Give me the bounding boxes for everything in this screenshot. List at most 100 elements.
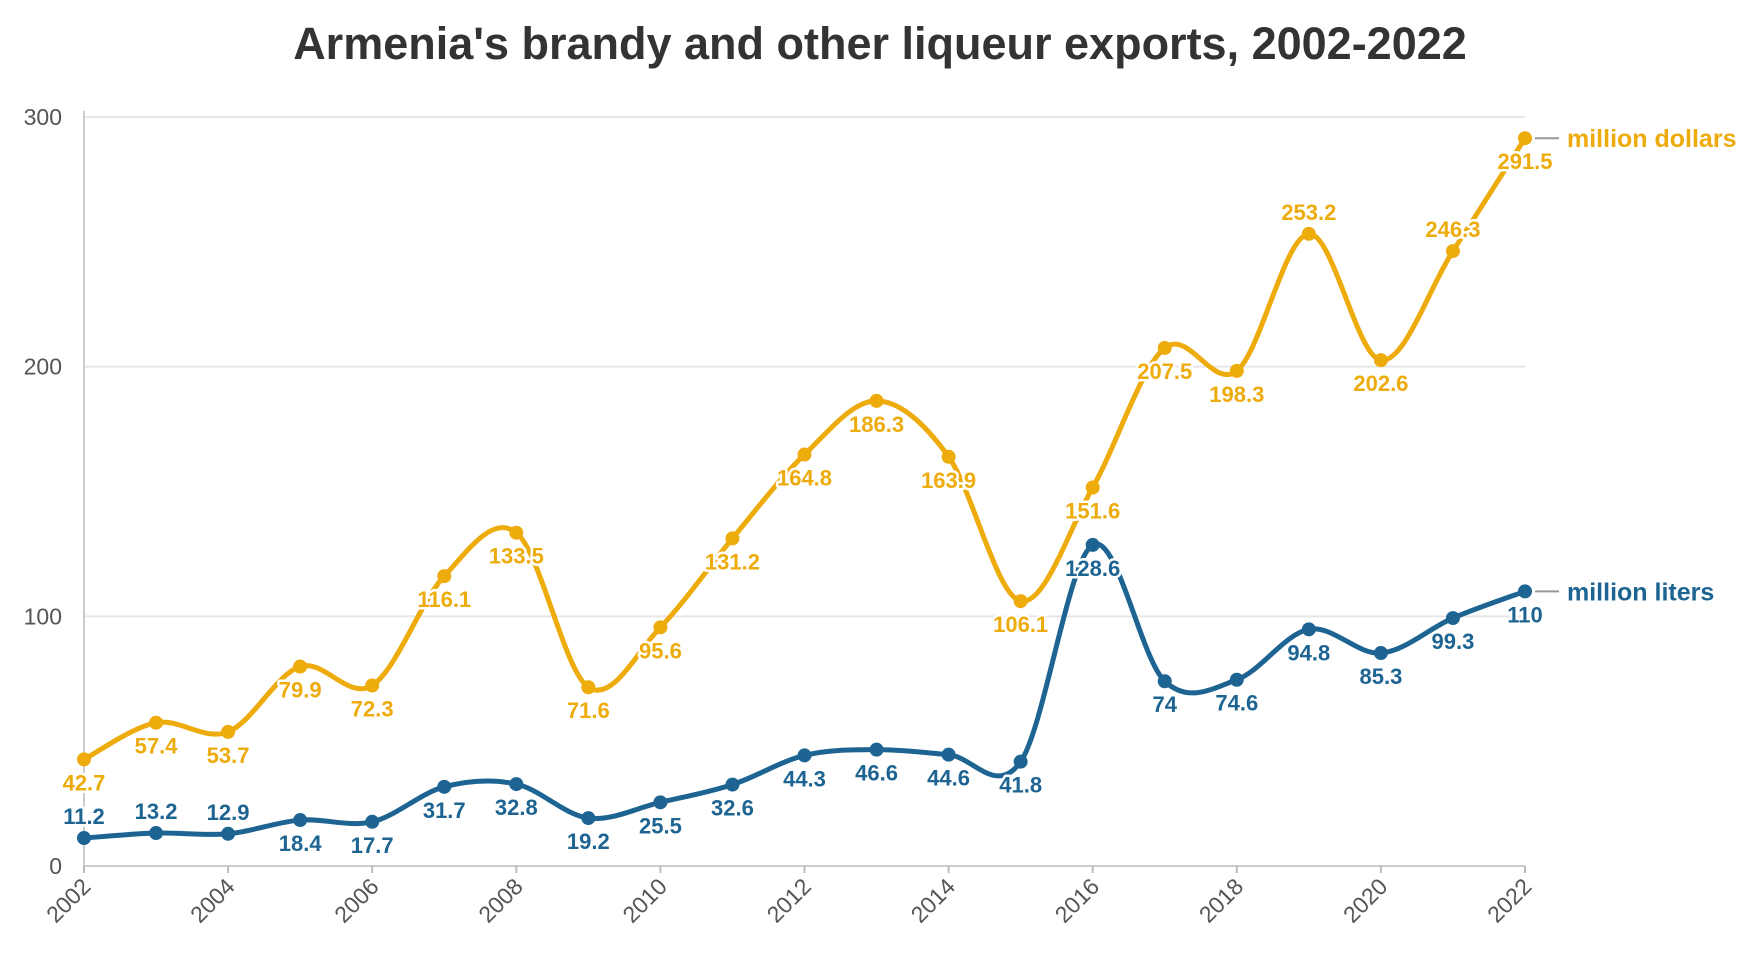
chart-title: Armenia's brandy and other liqueur expor…	[293, 18, 1467, 69]
data-label: 25.5	[639, 813, 682, 838]
data-label: 31.7	[423, 798, 466, 823]
data-point	[1229, 672, 1244, 687]
data-label: 71.6	[567, 698, 610, 723]
data-label-halo: 19.2	[567, 829, 610, 854]
data-labels: 42.742.757.457.4 53.753.779.979.972.372.3…	[60, 125, 1736, 860]
data-label-halo: 133.5	[489, 544, 544, 569]
data-label-halo: 32.6	[711, 796, 754, 821]
data-label-halo: 99.3	[1432, 629, 1475, 654]
data-point	[77, 752, 91, 767]
data-label-halo: 164.8	[777, 466, 832, 491]
y-tick-label: 200	[24, 354, 62, 380]
data-label: 13.2	[135, 799, 178, 824]
data-point	[1157, 674, 1172, 689]
data-label: 94.8	[1287, 640, 1330, 665]
data-point	[1085, 480, 1100, 495]
x-tick-label: 2004	[185, 873, 240, 928]
data-label-halo: 57.4	[135, 734, 179, 759]
data-point	[1445, 611, 1460, 626]
data-point	[149, 826, 164, 841]
data-label: 246.3	[1425, 217, 1480, 242]
x-tick-label: 2014	[906, 873, 961, 928]
data-label: 19.2	[567, 829, 610, 854]
data-point	[509, 777, 524, 792]
data-label-halo: 17.7	[351, 833, 394, 858]
data-label: 202.6	[1353, 371, 1408, 396]
data-point	[1518, 584, 1532, 599]
data-label-halo: 131.2	[705, 549, 760, 574]
data-label-halo: 41.8	[999, 773, 1042, 798]
data-label-halo: 44.6	[927, 766, 970, 791]
data-label-halo: 95.6	[639, 638, 682, 663]
series-label: million liters	[1567, 578, 1714, 606]
data-label-halo: 198.3	[1209, 382, 1264, 407]
x-tick-label: 2002	[41, 873, 96, 928]
data-label: 131.2	[705, 549, 760, 574]
data-point	[581, 680, 596, 695]
data-point	[1445, 244, 1460, 259]
data-label-halo: 110	[1507, 602, 1543, 627]
series-label: million dollars	[1567, 125, 1736, 153]
data-point	[509, 525, 524, 540]
data-point	[869, 393, 884, 408]
data-label-halo: 42.7	[63, 770, 106, 795]
data-label-halo: 85.3	[1359, 664, 1402, 689]
x-tick-label: 2006	[329, 873, 384, 928]
data-label-halo: 116.1	[417, 587, 471, 612]
series-lines	[77, 131, 1532, 846]
data-point	[77, 831, 91, 846]
data-label-halo: 202.6	[1353, 371, 1408, 396]
data-point	[869, 742, 884, 757]
data-point	[365, 814, 380, 829]
data-label: 99.3	[1432, 629, 1475, 654]
data-label-halo: 74.6	[1215, 691, 1258, 716]
data-label-halo: 18.4	[279, 831, 323, 856]
data-point	[1085, 537, 1100, 552]
data-label: 41.8	[999, 773, 1042, 798]
data-point	[1301, 622, 1316, 637]
data-point	[221, 826, 236, 841]
data-label-halo: 31.7	[423, 798, 466, 823]
data-point	[1013, 594, 1028, 609]
data-label-halo: 12.9	[207, 800, 250, 825]
data-label: 57.4	[135, 734, 179, 759]
data-label: 72.3	[351, 696, 394, 721]
data-point	[653, 795, 668, 810]
data-label-halo: 13.2	[135, 799, 178, 824]
data-label: 253.2	[1281, 200, 1336, 225]
x-tick-label: 2008	[473, 873, 528, 928]
data-label-halo: 11.2	[63, 804, 105, 829]
data-label: 85.3	[1359, 664, 1402, 689]
x-tick-label: 2010	[617, 873, 672, 928]
data-label-halo: 106.1	[993, 612, 1048, 637]
data-label: 42.7	[63, 770, 106, 795]
data-label: 12.9	[207, 800, 250, 825]
data-label: 291.5	[1497, 149, 1552, 174]
x-tick-label: 2022	[1482, 873, 1537, 928]
data-label: 106.1	[993, 612, 1048, 637]
data-point	[437, 779, 452, 794]
series-line	[83, 541, 1526, 841]
data-label-halo: 79.9	[279, 678, 322, 703]
data-point	[797, 748, 812, 763]
data-point	[581, 811, 596, 826]
data-label: 164.8	[777, 466, 832, 491]
data-point	[797, 447, 812, 462]
y-tick-label: 300	[24, 104, 62, 130]
data-label-halo: 46.6	[855, 761, 898, 786]
data-point	[941, 449, 956, 464]
data-point	[293, 813, 308, 828]
data-label: 151.6	[1065, 499, 1120, 524]
data-point	[725, 777, 740, 792]
data-label: 128.6	[1065, 556, 1120, 581]
data-label-halo: 253.2	[1281, 200, 1336, 225]
data-label-halo: 25.5	[639, 813, 682, 838]
data-label-halo: 186.3	[849, 412, 904, 437]
data-label: 74	[1153, 692, 1178, 717]
data-label: 95.6	[639, 638, 682, 663]
data-point	[1373, 646, 1388, 661]
data-label: 32.6	[711, 796, 754, 821]
data-label: 79.9	[279, 678, 322, 703]
data-label-halo: 151.6	[1065, 499, 1120, 524]
